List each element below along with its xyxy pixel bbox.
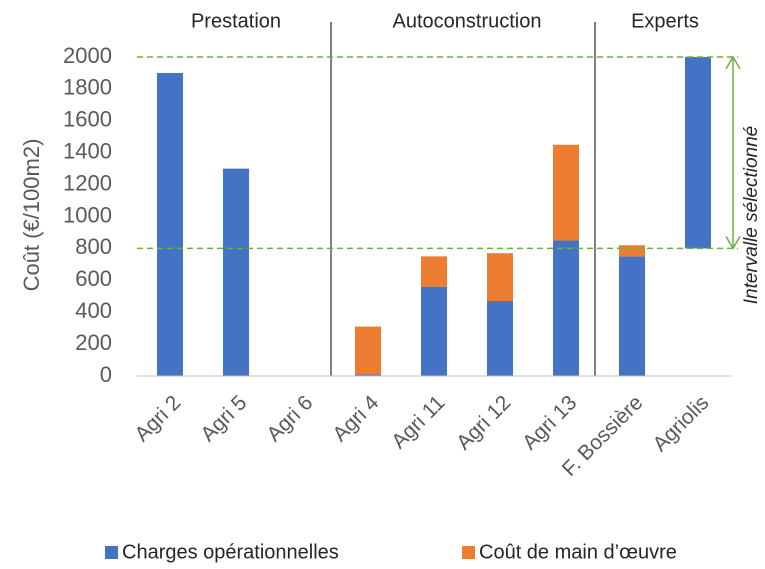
x-tick-label: Agri 2 [130, 391, 185, 446]
y-tick-label: 1800 [63, 75, 112, 100]
x-tick-label: Agri 11 [387, 391, 449, 453]
bar-segment [553, 240, 579, 376]
x-tick-label: Agri 4 [328, 391, 383, 446]
x-tick-label: Agri 5 [196, 391, 251, 446]
y-tick-label: 1600 [63, 107, 112, 132]
group-label: Experts [631, 10, 699, 32]
bar-segment [421, 256, 447, 287]
bar-segment [157, 72, 183, 376]
bar-segment [685, 57, 711, 249]
bar-segment [355, 326, 381, 375]
x-tick-label: Agri 6 [262, 391, 317, 446]
y-tick-label: 200 [75, 330, 112, 355]
group-label: Autoconstruction [393, 10, 542, 32]
y-tick-label: 1000 [63, 202, 112, 227]
y-tick-label: 0 [100, 362, 112, 387]
legend-label: Coût de main d’œuvre [479, 541, 677, 563]
x-tick-label: Agri 13 [518, 391, 581, 454]
legend-swatch [105, 546, 118, 559]
group-label: Prestation [191, 10, 281, 32]
x-tick-label: Agri 12 [452, 391, 515, 454]
bar-segment [487, 253, 513, 302]
y-tick-label: 800 [75, 234, 112, 259]
y-tick-label: 1400 [63, 139, 112, 164]
bar-segment [355, 374, 381, 376]
arrow-head [725, 236, 741, 250]
legend-label: Charges opérationnelles [122, 541, 339, 563]
arrow-head [725, 55, 741, 70]
y-tick-label: 2000 [63, 43, 112, 68]
y-axis-label: Coût (€/100m2) [19, 139, 44, 292]
y-tick-label: 1200 [63, 170, 112, 195]
legend-swatch [462, 546, 475, 559]
annotation: Intervalle sélectionné [741, 126, 762, 305]
bar-segment [223, 168, 249, 376]
bar-segment [487, 301, 513, 376]
bar-segment [619, 245, 645, 257]
bar-segment [553, 144, 579, 241]
y-tick-label: 600 [75, 266, 112, 291]
bar-segment [619, 256, 645, 376]
x-tick-label: Agriolis [649, 391, 714, 456]
bar-segment [421, 286, 447, 376]
y-tick-label: 400 [75, 298, 112, 323]
